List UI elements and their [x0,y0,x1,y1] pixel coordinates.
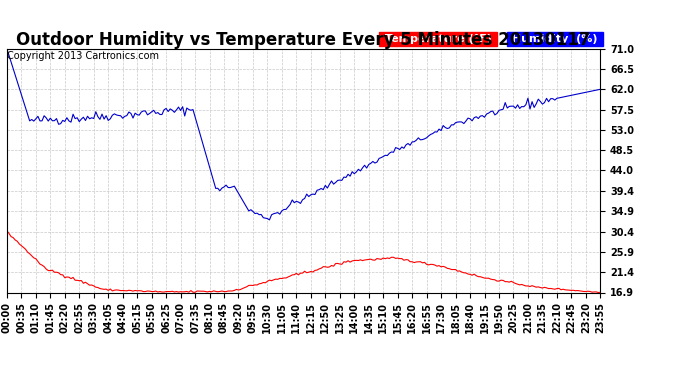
Title: Outdoor Humidity vs Temperature Every 5 Minutes 20130117: Outdoor Humidity vs Temperature Every 5 … [17,31,591,49]
Text: Temperature (°F): Temperature (°F) [381,34,495,44]
Text: Humidity  (%): Humidity (%) [509,34,602,44]
Text: Copyright 2013 Cartronics.com: Copyright 2013 Cartronics.com [8,51,159,61]
